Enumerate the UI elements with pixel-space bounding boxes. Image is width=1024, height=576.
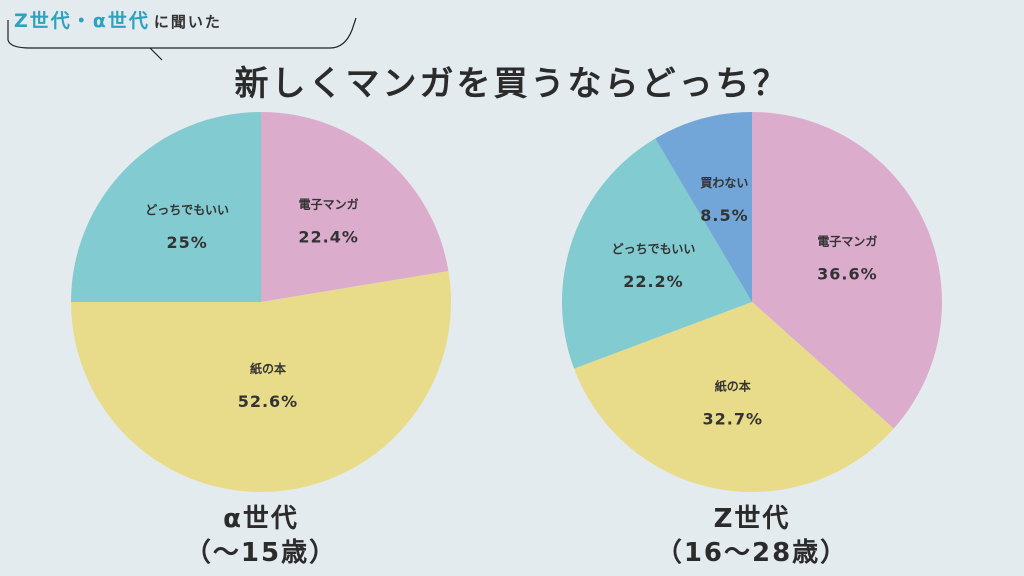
- chart-1-slice-1-label: 電子マンガ: [299, 196, 359, 211]
- chart-1-slice-2-label: 紙の本: [250, 361, 286, 376]
- header-tag-underline: [7, 17, 357, 61]
- chart-1-title: α世代: [223, 504, 299, 534]
- page-title: 新しくマンガを買うならどっち？: [234, 64, 790, 104]
- chart-2-slice-4-label: 買わない: [700, 176, 748, 190]
- header-tag-highlight: Z世代・α世代: [14, 10, 150, 32]
- chart-2-slice-3: [562, 138, 752, 369]
- chart-2-slice-2-label: 紙の本: [715, 379, 751, 394]
- chart-2-title: Z世代: [713, 504, 791, 534]
- chart-2-caption: Z世代 （16〜28歳）: [642, 502, 862, 570]
- chart-2-slice-1-label: 電子マンガ: [817, 233, 877, 248]
- chart-1-slice-3-label: どっちでもいい: [145, 203, 229, 217]
- chart-2-slice-4: [655, 112, 752, 302]
- chart-1-slice-2-value: 52.6%: [238, 392, 299, 411]
- chart-2-subtitle: （16〜28歳）: [655, 538, 849, 568]
- chart-2-slice-1-value: 36.6%: [817, 264, 878, 283]
- chart-1-slice-1: [261, 112, 449, 302]
- chart-1-slice-2: [71, 271, 451, 492]
- chart-2-slice-2-value: 32.7%: [702, 410, 763, 429]
- chart-1-slice-1-value: 22.4%: [298, 227, 359, 246]
- chart-2-slice-1: [752, 112, 943, 429]
- chart-2-slice-3-label: どっちでもいい: [612, 242, 696, 256]
- chart-1-slice-3-value: 25%: [166, 233, 207, 252]
- chart-2-slice-3-value: 22.2%: [623, 272, 684, 291]
- chart-1-caption: α世代 （〜15歳）: [161, 502, 361, 570]
- chart-1-subtitle: （〜15歳）: [184, 538, 338, 568]
- header-tag-rest: に聞いた: [153, 13, 222, 31]
- header-tag: Z世代・α世代 に聞いた: [14, 6, 222, 33]
- chart-2-slice-4-value: 8.5%: [700, 206, 748, 225]
- chart-1-slice-3: [71, 112, 261, 302]
- chart-2-slice-2: [574, 302, 894, 492]
